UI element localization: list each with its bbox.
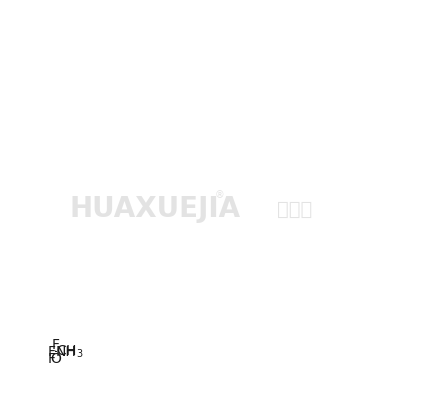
Text: CH$_3$: CH$_3$ bbox=[56, 344, 83, 360]
Text: HUAXUEJIA: HUAXUEJIA bbox=[69, 195, 241, 223]
Text: F: F bbox=[51, 338, 59, 352]
Text: 化学加: 化学加 bbox=[277, 200, 312, 219]
Text: F: F bbox=[47, 352, 55, 366]
Text: O: O bbox=[50, 352, 61, 366]
Text: ®: ® bbox=[215, 190, 225, 200]
Text: F: F bbox=[47, 345, 55, 359]
Text: NH: NH bbox=[56, 345, 76, 359]
